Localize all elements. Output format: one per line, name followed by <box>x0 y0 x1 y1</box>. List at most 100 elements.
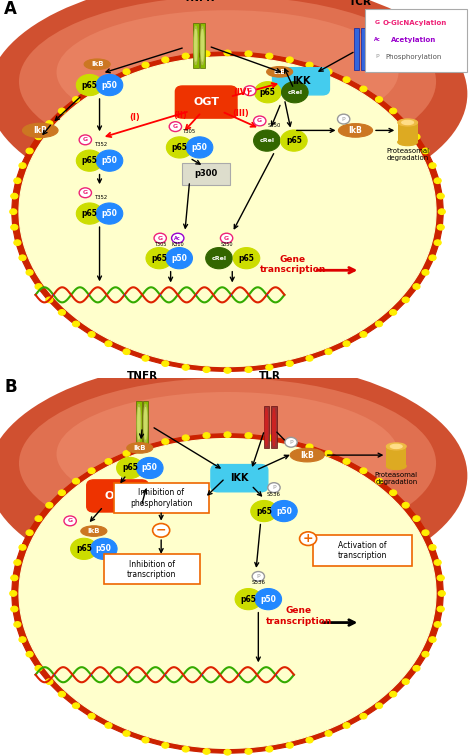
Circle shape <box>35 134 42 140</box>
Circle shape <box>252 572 264 581</box>
Circle shape <box>286 361 293 367</box>
Circle shape <box>360 332 367 337</box>
Circle shape <box>343 341 350 346</box>
Ellipse shape <box>390 445 402 448</box>
Circle shape <box>325 349 332 355</box>
Circle shape <box>73 321 80 327</box>
Circle shape <box>19 163 26 169</box>
Circle shape <box>325 69 332 75</box>
Circle shape <box>76 203 103 224</box>
Circle shape <box>58 490 65 496</box>
Circle shape <box>58 691 65 697</box>
Circle shape <box>26 148 33 153</box>
Circle shape <box>88 714 95 719</box>
Circle shape <box>390 490 397 496</box>
Text: TLR: TLR <box>259 371 281 381</box>
Circle shape <box>76 150 103 171</box>
Circle shape <box>9 209 17 215</box>
Circle shape <box>306 355 313 361</box>
Ellipse shape <box>290 448 324 462</box>
Circle shape <box>360 468 367 473</box>
Circle shape <box>266 746 273 752</box>
Circle shape <box>142 355 149 361</box>
Circle shape <box>434 178 441 184</box>
Text: p65: p65 <box>82 156 98 165</box>
Text: IKK: IKK <box>292 76 310 86</box>
Text: G: G <box>68 519 73 523</box>
Ellipse shape <box>56 11 399 135</box>
Text: p50: p50 <box>142 463 158 472</box>
Bar <box>361 29 367 70</box>
Circle shape <box>142 737 149 743</box>
Circle shape <box>422 530 429 535</box>
Circle shape <box>266 364 273 370</box>
Circle shape <box>46 679 53 684</box>
Circle shape <box>375 703 383 708</box>
Circle shape <box>254 116 266 126</box>
Circle shape <box>438 590 445 596</box>
Circle shape <box>286 742 293 748</box>
Circle shape <box>19 637 26 643</box>
Text: (II): (II) <box>173 111 187 119</box>
Text: TNFR: TNFR <box>127 371 158 381</box>
Circle shape <box>434 559 441 565</box>
Circle shape <box>286 57 293 63</box>
Circle shape <box>162 742 169 748</box>
Text: Inhibition of
transcription: Inhibition of transcription <box>127 559 176 579</box>
Text: Ac: Ac <box>174 236 181 240</box>
Circle shape <box>153 523 170 538</box>
Circle shape <box>224 50 231 56</box>
Text: p65: p65 <box>286 136 302 145</box>
Text: OGT: OGT <box>105 491 130 501</box>
Bar <box>193 23 199 68</box>
Text: TNFR: TNFR <box>183 0 215 3</box>
Circle shape <box>245 432 252 438</box>
Ellipse shape <box>398 138 418 146</box>
Text: G: G <box>257 119 262 123</box>
Circle shape <box>402 503 409 508</box>
Circle shape <box>123 730 130 736</box>
Circle shape <box>117 457 143 479</box>
Text: G: G <box>173 124 178 129</box>
Ellipse shape <box>138 407 140 439</box>
Text: +: + <box>303 532 313 545</box>
Ellipse shape <box>19 438 436 748</box>
Circle shape <box>203 748 210 754</box>
Circle shape <box>337 114 350 124</box>
FancyBboxPatch shape <box>211 464 268 492</box>
Text: p65: p65 <box>256 507 272 516</box>
Text: Proteasomal
degradation: Proteasomal degradation <box>386 147 429 161</box>
Text: IkB: IkB <box>348 126 363 135</box>
Circle shape <box>146 248 173 269</box>
Ellipse shape <box>266 67 292 77</box>
Circle shape <box>79 135 91 145</box>
Ellipse shape <box>386 463 406 469</box>
Circle shape <box>266 435 273 441</box>
Text: S536: S536 <box>251 581 265 585</box>
Text: P: P <box>256 574 260 579</box>
Circle shape <box>154 233 166 243</box>
Circle shape <box>282 82 308 103</box>
FancyBboxPatch shape <box>273 68 329 94</box>
Text: Acetylation: Acetylation <box>391 37 436 42</box>
Circle shape <box>182 746 189 752</box>
Ellipse shape <box>273 408 275 446</box>
Text: IkB: IkB <box>273 69 286 75</box>
Circle shape <box>58 108 65 114</box>
Text: S350: S350 <box>267 123 281 128</box>
Circle shape <box>123 349 130 355</box>
Circle shape <box>437 575 444 581</box>
Circle shape <box>88 332 95 337</box>
Circle shape <box>169 122 182 132</box>
Circle shape <box>96 203 123 224</box>
Circle shape <box>9 590 17 596</box>
Circle shape <box>203 432 210 438</box>
Text: cRel: cRel <box>211 256 227 261</box>
Circle shape <box>413 134 420 140</box>
Circle shape <box>255 588 282 609</box>
Circle shape <box>245 748 252 754</box>
Ellipse shape <box>194 26 198 65</box>
Circle shape <box>123 451 130 457</box>
Circle shape <box>285 437 297 447</box>
Circle shape <box>343 459 350 464</box>
